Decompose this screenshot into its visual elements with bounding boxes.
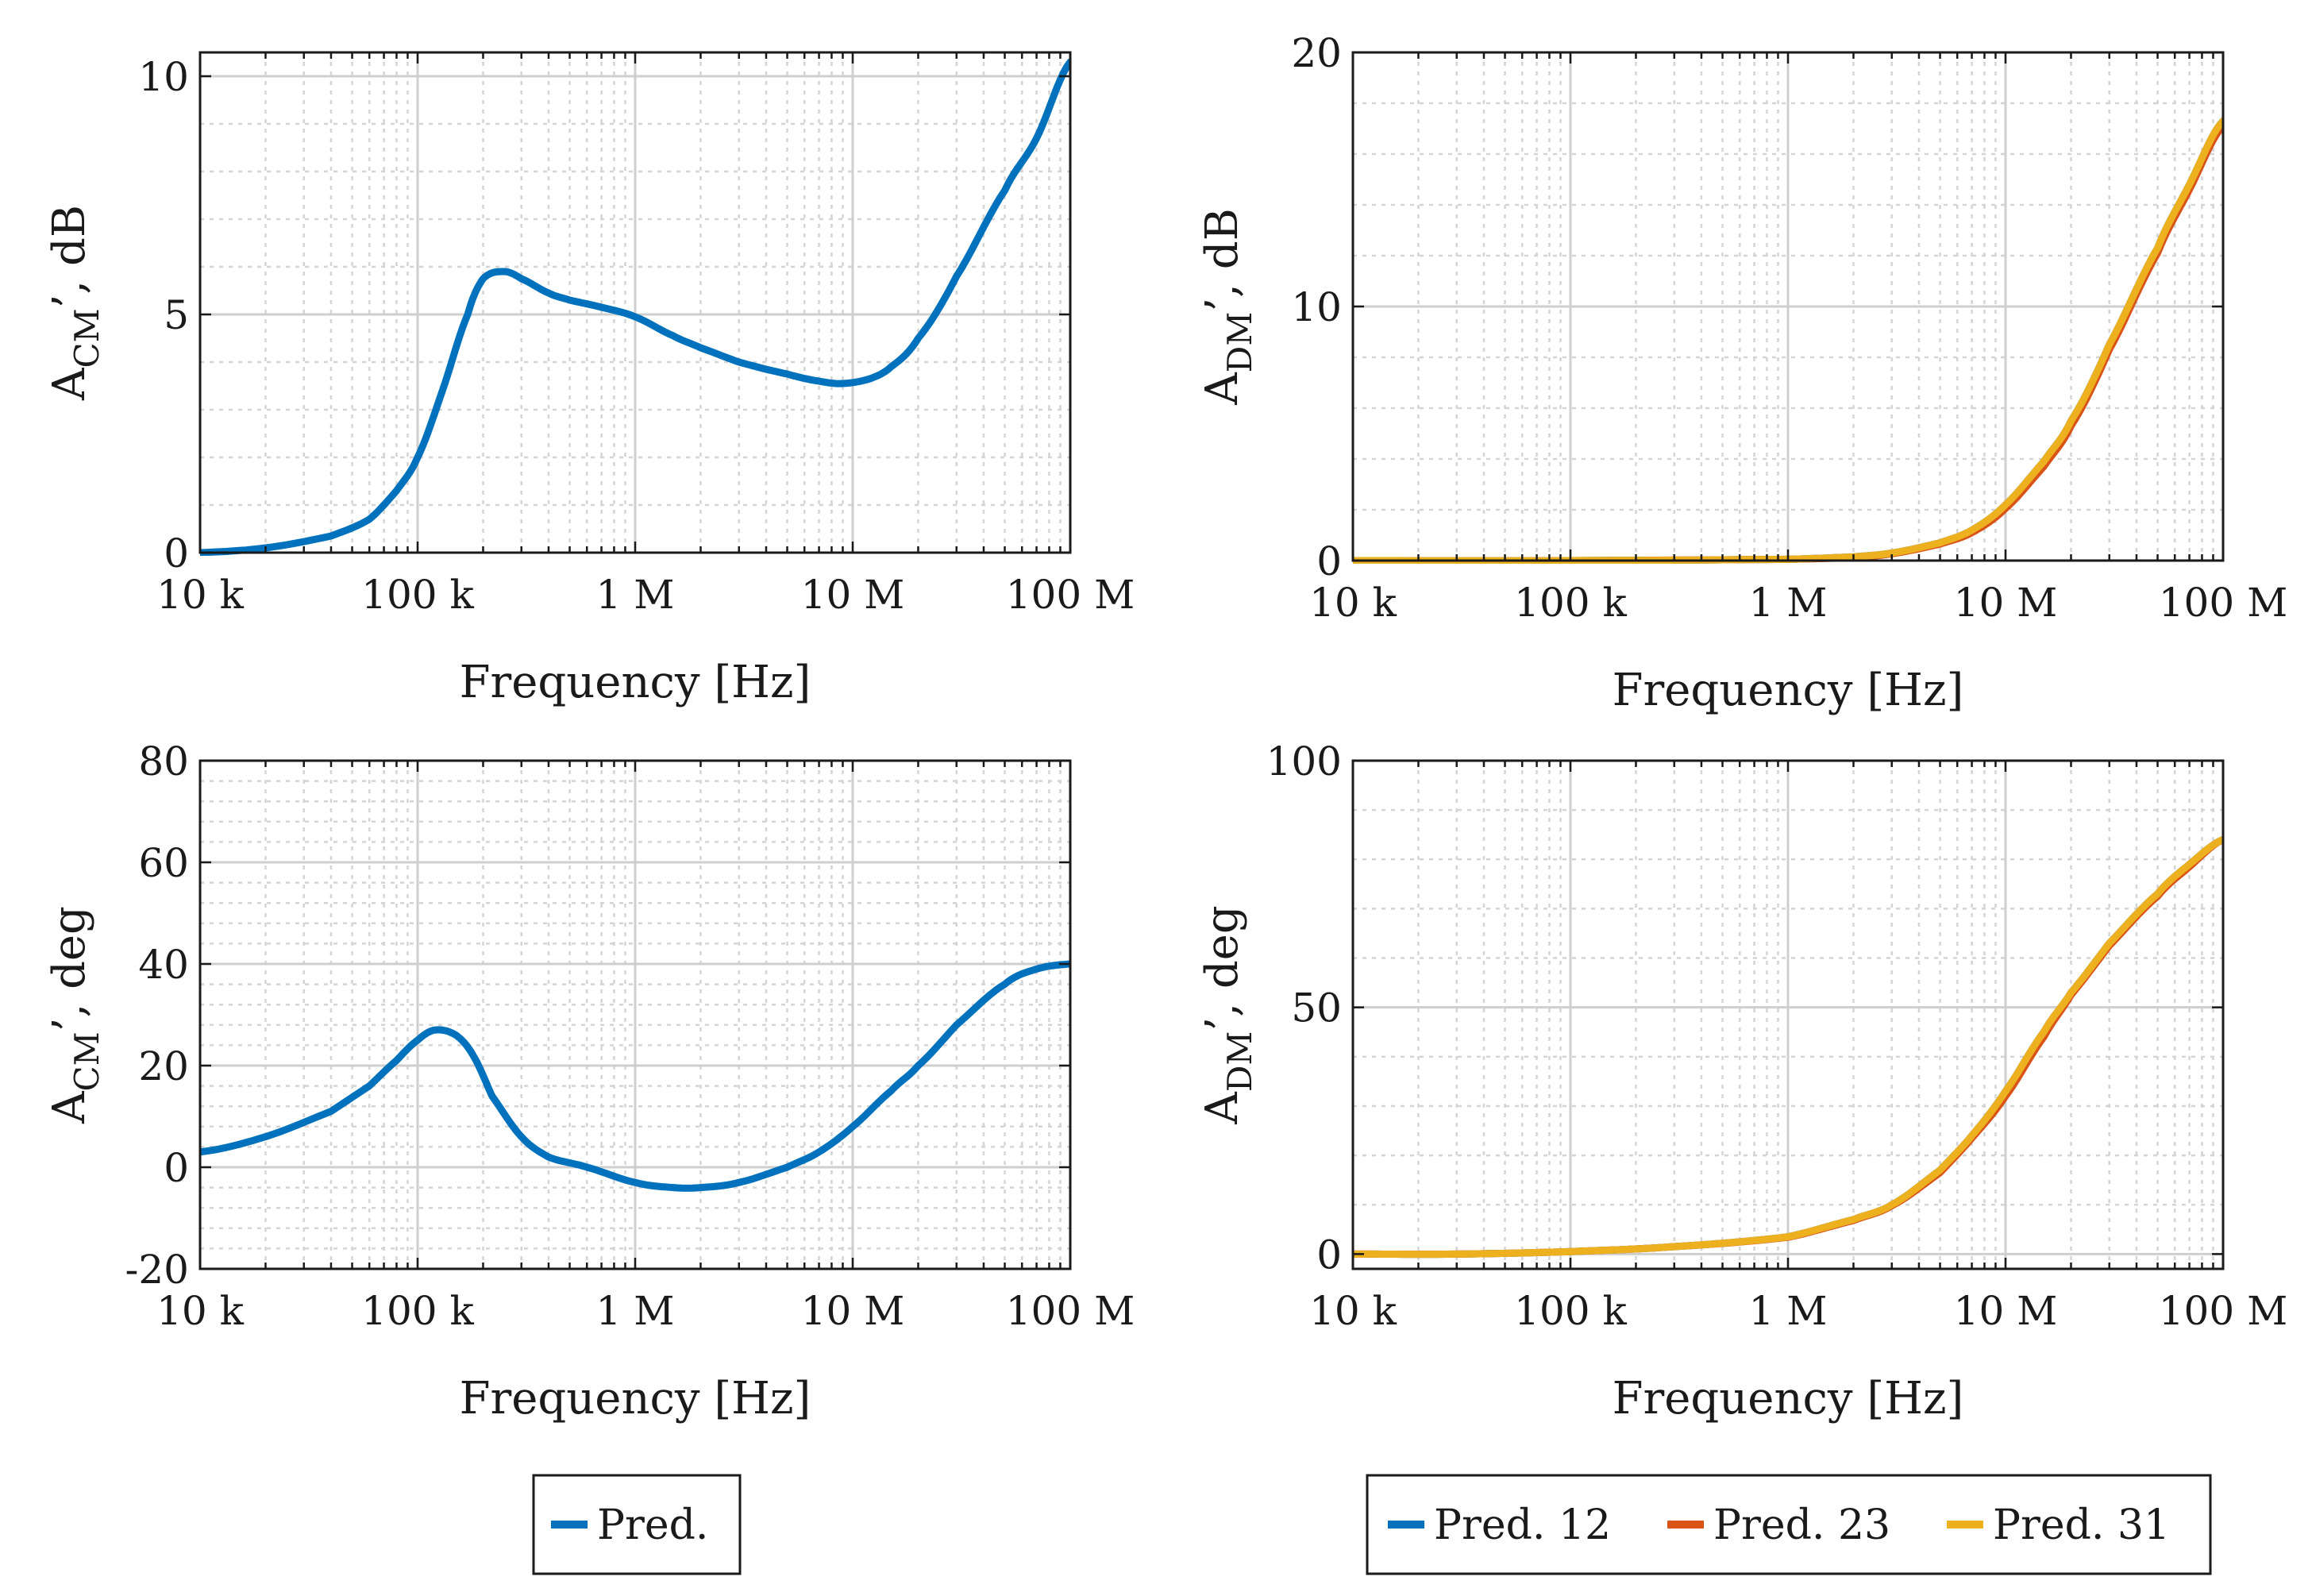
legend-label-pred: Pred.	[597, 1502, 708, 1549]
y-axis-label-subscript: CM	[67, 1031, 106, 1091]
x-tick-label: 100 M	[2159, 1288, 2288, 1334]
x-tick-label: 1 M	[596, 1288, 675, 1334]
x-tick-label: 100 M	[1006, 572, 1135, 618]
legend-left: Pred.	[532, 1474, 742, 1575]
legend-right: Pred. 12 Pred. 23 Pred. 31	[1366, 1474, 2212, 1575]
y-tick-label: 0	[1316, 1232, 1342, 1278]
y-tick-label: 0	[164, 530, 189, 576]
y-tick-label: 100	[1266, 738, 1342, 785]
y-tick-label: 5	[164, 292, 189, 338]
x-axis-label: Frequency [Hz]	[1613, 665, 1964, 716]
x-tick-label: 10 M	[1954, 1288, 2058, 1334]
x-tick-label: 100 k	[1514, 580, 1627, 626]
y-tick-label: 20	[138, 1043, 189, 1089]
x-tick-label: 100 M	[2159, 580, 2288, 626]
y-tick-label: 40	[138, 942, 189, 988]
dm-magnitude-chart: 10 k 100 k 1 M 10 M 100 M 0 10 20 Frequency [Hz]…	[1196, 30, 2287, 716]
y-axis-label: ACM’, dB	[44, 205, 106, 401]
legend-label-pred-23: Pred. 23	[1713, 1502, 1890, 1549]
x-axis-label: Frequency [Hz]	[460, 1373, 811, 1424]
y-axis-label: ADM’, deg	[1196, 905, 1259, 1124]
series-line-pred-31	[1353, 117, 2223, 564]
y-tick-label: 60	[138, 840, 189, 886]
y-axis-label-suffix: ’, deg	[1196, 905, 1248, 1031]
y-axis-label-subscript: CM	[67, 308, 106, 368]
x-tick-label: 100 k	[1514, 1288, 1627, 1334]
x-tick-label: 10 k	[156, 1288, 245, 1334]
x-tick-label: 1 M	[1749, 1288, 1828, 1334]
series-line-pred-	[200, 58, 1070, 556]
y-axis-label-subscript: DM	[1220, 312, 1259, 373]
cm-magnitude-chart: 10 k 100 k 1 M 10 M 100 M 0 5 10 Frequency [Hz] A…	[44, 51, 1135, 708]
x-tick-label: 1 M	[596, 572, 675, 618]
x-tick-label: 10 M	[801, 1288, 905, 1334]
x-tick-label: 10 M	[801, 572, 905, 618]
y-axis-label-main: A	[44, 1091, 95, 1124]
dm-phase-chart: 10 k 100 k 1 M 10 M 100 M 0 50 100 Frequency [Hz…	[1196, 738, 2287, 1424]
legend-label-pred-12: Pred. 12	[1434, 1502, 1611, 1549]
y-axis-label-suffix: ’, dB	[1196, 208, 1248, 311]
y-axis-label-main: A	[44, 368, 95, 401]
x-tick-label: 1 M	[1749, 580, 1828, 626]
y-axis-label: ADM’, dB	[1196, 208, 1259, 406]
y-axis-label-suffix: ’, deg	[44, 906, 95, 1031]
y-tick-label: -20	[125, 1247, 189, 1293]
x-tick-label: 100 k	[361, 1288, 474, 1334]
x-axis-label: Frequency [Hz]	[1613, 1373, 1964, 1424]
y-tick-label: 50	[1291, 985, 1342, 1031]
series-line-pred-	[200, 960, 1070, 1192]
y-axis-label-subscript: DM	[1220, 1031, 1259, 1093]
y-axis-label-suffix: ’, dB	[44, 205, 95, 308]
y-tick-label: 80	[138, 738, 189, 785]
y-tick-label: 0	[164, 1145, 189, 1191]
x-tick-label: 100 k	[361, 572, 474, 618]
y-axis-label-main: A	[1196, 372, 1248, 406]
y-axis-label: ACM’, deg	[44, 906, 106, 1124]
x-tick-label: 100 M	[1006, 1288, 1135, 1334]
x-tick-label: 10 M	[1954, 580, 2058, 626]
y-tick-label: 20	[1291, 30, 1342, 76]
legend-right-box	[1366, 1474, 2212, 1575]
x-tick-label: 10 k	[1309, 580, 1397, 626]
legend-label-pred-31: Pred. 31	[1993, 1502, 2170, 1549]
cm-phase-chart: 10 k 100 k 1 M 10 M 100 M -20 0 20 40 60 80 Frequen…	[44, 738, 1135, 1424]
x-tick-label: 10 k	[1309, 1288, 1397, 1334]
legend-left-box	[532, 1474, 742, 1575]
y-tick-label: 0	[1316, 538, 1342, 584]
x-tick-label: 10 k	[156, 572, 245, 618]
x-axis-label: Frequency [Hz]	[460, 657, 811, 708]
series-line-pred-31	[1353, 835, 2223, 1259]
y-tick-label: 10	[1291, 284, 1342, 330]
y-axis-label-main: A	[1196, 1092, 1248, 1125]
y-tick-label: 10	[138, 54, 189, 100]
